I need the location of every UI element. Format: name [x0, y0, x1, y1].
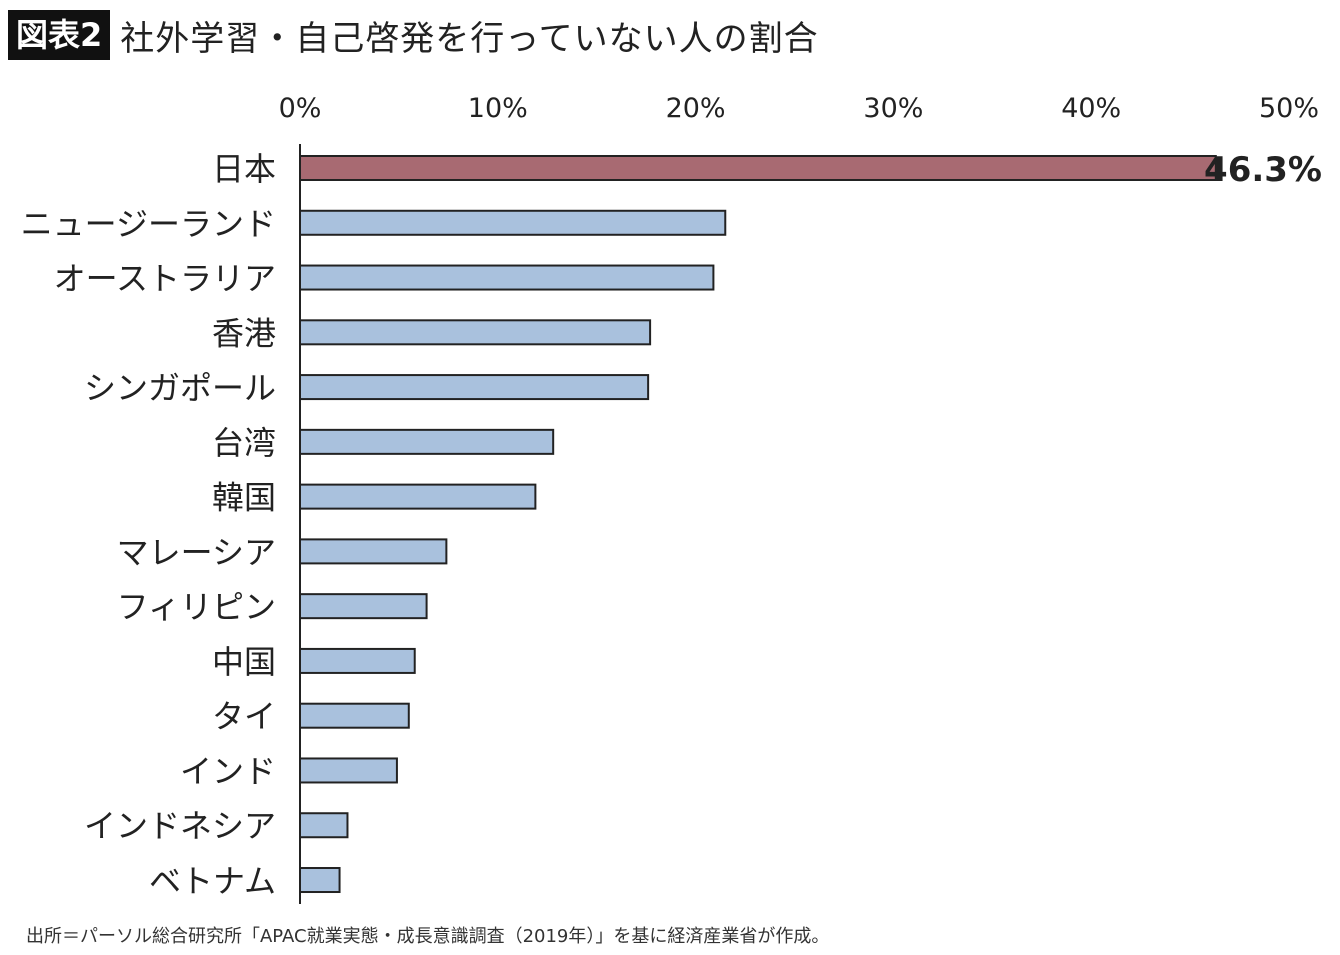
category-label: タイ: [212, 698, 276, 736]
category-label: フィリピン: [117, 588, 276, 626]
category-label: オーストラリア: [54, 260, 276, 298]
bar: [299, 264, 715, 291]
category-label: 中国: [212, 643, 276, 681]
chart-title: 図表2 社外学習・自己啓発を行っていない人の割合: [8, 10, 819, 60]
category-label: 韓国: [212, 479, 276, 517]
x-tick-label: 50%: [1259, 93, 1319, 124]
bar: [299, 374, 650, 401]
x-tick-label: 10%: [468, 93, 528, 124]
data-label: 46.3%: [1204, 150, 1322, 190]
bar: [299, 155, 1217, 181]
x-tick-label: 0%: [279, 93, 322, 124]
category-label: 台湾: [212, 424, 276, 462]
bar: [299, 428, 555, 455]
x-tick-label: 30%: [863, 93, 923, 124]
bar: [299, 812, 349, 839]
bar: [299, 593, 428, 620]
category-label: シンガポール: [84, 369, 276, 407]
bar: [299, 757, 398, 784]
category-label: インド: [180, 752, 276, 790]
bar: [299, 867, 341, 894]
x-tick-label: 20%: [666, 93, 726, 124]
category-label: ベトナム: [149, 862, 276, 900]
figure-badge: 図表2: [8, 10, 111, 60]
category-label: マレーシア: [117, 533, 276, 571]
category-label: 日本: [212, 150, 276, 188]
bar: [299, 319, 652, 346]
category-label: 香港: [212, 314, 276, 352]
bar: [299, 209, 727, 236]
source-note: 出所＝パーソル総合研究所「APAC就業実態・成長意識調査（2019年）」を基に経…: [26, 926, 830, 947]
bar: [299, 538, 448, 565]
category-label: インドネシア: [84, 807, 276, 845]
bar: [299, 647, 416, 674]
page-title: 社外学習・自己啓発を行っていない人の割合: [120, 18, 819, 59]
category-label: ニュージーランド: [21, 205, 276, 243]
x-tick-label: 40%: [1061, 93, 1121, 124]
bar: [299, 483, 537, 510]
bar: [299, 702, 410, 729]
